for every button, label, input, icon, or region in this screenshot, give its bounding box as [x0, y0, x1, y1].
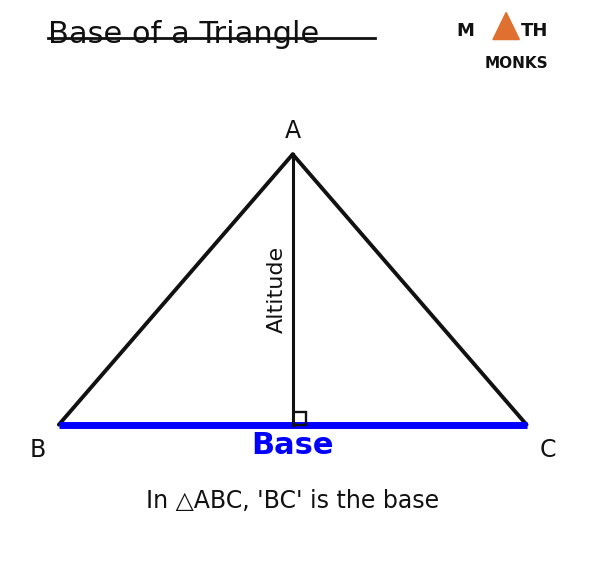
Text: TH: TH: [521, 21, 548, 40]
Text: B: B: [29, 438, 46, 462]
Text: Altitude: Altitude: [266, 246, 287, 333]
Text: Base of a Triangle: Base of a Triangle: [48, 20, 319, 49]
Text: A: A: [284, 119, 301, 144]
Text: Base: Base: [251, 431, 334, 460]
Text: C: C: [539, 438, 556, 462]
Text: In △ABC, 'BC' is the base: In △ABC, 'BC' is the base: [146, 489, 439, 514]
Text: M: M: [456, 21, 474, 40]
Polygon shape: [493, 12, 520, 40]
Text: MONKS: MONKS: [485, 56, 548, 71]
